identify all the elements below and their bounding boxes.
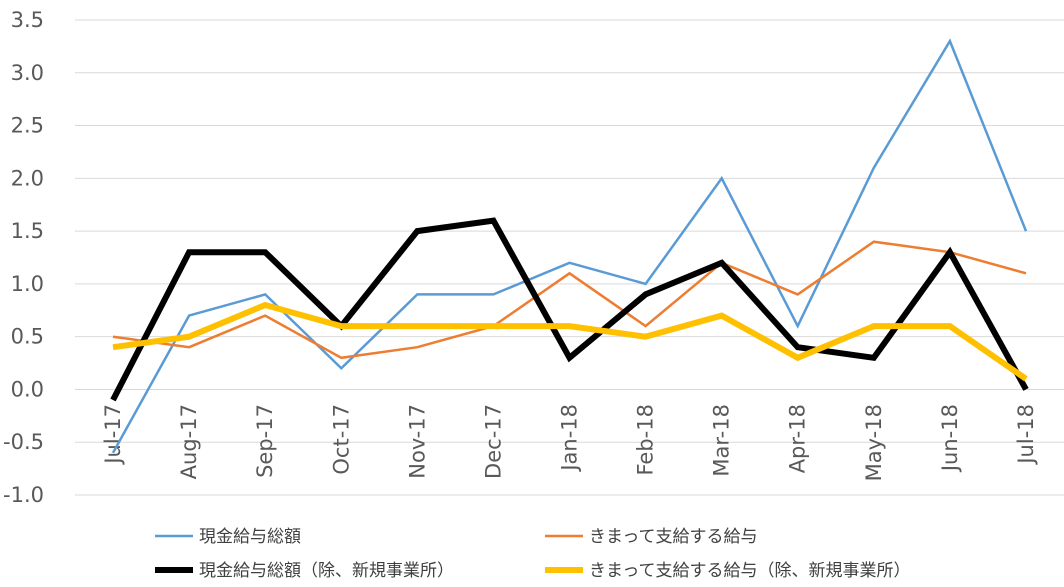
y-tick-label: 3.5: [11, 8, 44, 32]
x-tick-label: Jan-18: [558, 404, 582, 473]
series-line-2: [112, 240, 1027, 360]
y-tick-label: 3.0: [11, 61, 44, 85]
series-line-1: [111, 38, 1028, 454]
x-tick-label: Jul-18: [1014, 404, 1038, 466]
x-tick-label: May-18: [862, 404, 886, 481]
y-tick-label: 1.5: [11, 219, 44, 243]
x-tick-label: Sep-17: [253, 404, 277, 478]
x-tick-label: Jun-18: [938, 404, 962, 473]
legend-label: きまって支給する給与: [589, 527, 757, 547]
x-tick-label: Dec-17: [481, 404, 505, 479]
y-axis: -1.0 -0.5 0.0 0.5 1.0 1.5 2.0 2.5 3.0 3.5: [3, 8, 44, 507]
y-tick-label: -0.5: [3, 430, 44, 454]
y-tick-label: 2.5: [11, 114, 44, 138]
series-lines: [110, 38, 1029, 454]
y-tick-label: 1.0: [11, 272, 44, 296]
x-axis: Jul-17 Aug-17 Sep-17 Oct-17 Nov-17 Dec-17 Jan-…: [75, 388, 1064, 481]
y-tick-label: 0.5: [11, 325, 44, 349]
legend-label: きまって支給する給与（除、新規事業所）: [589, 561, 910, 581]
legend-label: 現金給与総額: [199, 527, 301, 547]
series-line-4: [112, 301, 1028, 382]
x-tick-label: Oct-17: [329, 404, 353, 475]
y-tick-label: -1.0: [3, 483, 44, 507]
series-line-3: [110, 217, 1029, 402]
x-tick-label: Aug-17: [177, 404, 201, 479]
y-tick-label: 0.0: [11, 377, 44, 401]
x-tick-label: Feb-18: [634, 404, 658, 475]
x-tick-label: Jul-17: [101, 404, 125, 466]
x-tick-label: Nov-17: [405, 404, 429, 479]
legend-label: 現金給与総額（除、新規事業所）: [199, 561, 454, 581]
x-tick-label: Apr-18: [786, 404, 810, 473]
y-tick-label: 2.0: [11, 166, 44, 190]
x-tick-label: Mar-18: [710, 404, 734, 477]
